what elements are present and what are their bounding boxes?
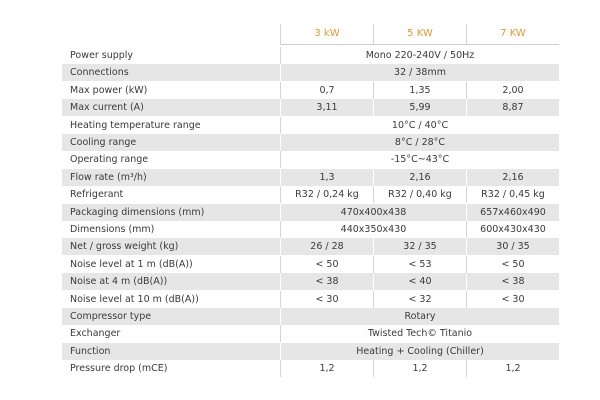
row-value: < 38 (280, 273, 373, 291)
row-value: 10°C / 40°C (280, 116, 559, 134)
row-value: < 30 (280, 290, 373, 308)
row-value: 1,2 (466, 360, 559, 378)
row-value: < 30 (466, 290, 559, 308)
row-value: 1,2 (373, 360, 466, 378)
row-value: 600x430x430 (466, 221, 559, 238)
column-header: 7 KW (466, 24, 559, 45)
row-label: Noise level at 10 m (dB(A)) (70, 293, 199, 305)
row-value: < 32 (373, 290, 466, 308)
row-value: 0,7 (280, 81, 373, 99)
row-label: Cooling range (62, 134, 280, 151)
row-label: Noise at 4 m (dB(A)) (62, 273, 280, 291)
row-label: Refrigerant (70, 189, 124, 201)
row-value: Mono 220-240V / 50Hz (280, 47, 559, 64)
row-value: -15°C~43°C (280, 151, 559, 169)
column-header: 3 kW (280, 24, 373, 45)
row-value: 1,3 (280, 168, 373, 186)
row-value: R32 / 0,40 kg (373, 186, 466, 204)
row-value: Twisted Tech© Titanio (280, 325, 559, 343)
row-label: Compressor type (62, 308, 280, 325)
row-value: 30 / 35 (466, 238, 559, 256)
column-header: 5 KW (373, 24, 466, 45)
row-label: Net / gross weight (kg) (62, 238, 280, 256)
row-value: Rotary (280, 308, 559, 325)
row-value: 2,00 (466, 81, 559, 99)
row-value: 657x460x490 (466, 203, 559, 221)
row-label: Flow rate (m³/h) (62, 168, 280, 186)
row-value: < 40 (373, 273, 466, 291)
row-label: Dimensions (mm) (70, 224, 155, 235)
row-label: Operating range (70, 154, 149, 166)
row-value: 8°C / 28°C (280, 134, 559, 151)
row-value: 32 / 38mm (280, 64, 559, 82)
row-value: 5,99 (373, 99, 466, 117)
row-value: 8,87 (466, 99, 559, 117)
row-label: Packaging dimensions (mm) (62, 203, 280, 221)
row-label: Function (62, 342, 280, 360)
row-label: Power supply (70, 50, 134, 61)
row-value: R32 / 0,45 kg (466, 186, 559, 204)
row-value: R32 / 0,24 kg (280, 186, 373, 204)
row-value: < 38 (466, 273, 559, 291)
row-value: 1,2 (280, 360, 373, 378)
row-value: 440x350x430 (280, 221, 466, 238)
row-label: Max current (A) (62, 99, 280, 117)
row-label: Heating temperature range (70, 119, 201, 131)
row-value: < 50 (280, 255, 373, 273)
row-value: 1,35 (373, 81, 466, 99)
row-label: Max power (kW) (70, 84, 148, 96)
row-value: 2,16 (466, 168, 559, 186)
row-label: Noise level at 1 m (dB(A)) (70, 258, 193, 270)
row-value: 470x400x438 (280, 203, 466, 221)
row-value: 2,16 (373, 168, 466, 186)
row-label: Exchanger (70, 328, 121, 340)
row-value: Heating + Cooling (Chiller) (280, 342, 559, 360)
row-value: 32 / 35 (373, 238, 466, 256)
row-value: < 50 (466, 255, 559, 273)
row-value: 3,11 (280, 99, 373, 117)
row-label: Connections (62, 64, 280, 82)
row-value: 26 / 28 (280, 238, 373, 256)
row-label: Pressure drop (mCE) (70, 363, 168, 375)
row-value: < 53 (373, 255, 466, 273)
